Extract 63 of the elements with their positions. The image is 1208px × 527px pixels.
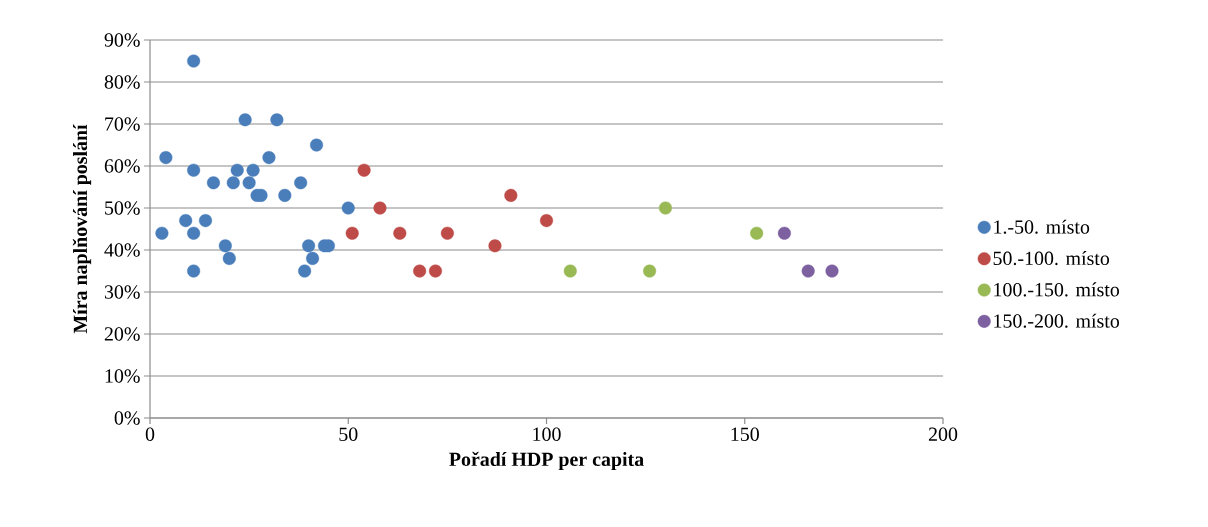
point bbox=[341, 201, 355, 215]
y-tick-label: 60% bbox=[104, 159, 140, 173]
point bbox=[563, 264, 577, 278]
point bbox=[310, 138, 324, 152]
point bbox=[270, 113, 284, 127]
y-tick-label: 20% bbox=[104, 327, 140, 341]
x-tick-label: 0 bbox=[145, 427, 155, 441]
y-tick-label: 30% bbox=[104, 285, 140, 299]
point bbox=[218, 239, 232, 253]
legend-label: 100.-150. místo bbox=[994, 282, 1120, 297]
point bbox=[242, 176, 256, 190]
point bbox=[155, 226, 169, 240]
point bbox=[643, 264, 657, 278]
point bbox=[750, 226, 764, 240]
point bbox=[428, 264, 442, 278]
point bbox=[179, 214, 193, 228]
point bbox=[440, 226, 454, 240]
y-tick-label: 0% bbox=[114, 411, 140, 425]
legend-label: 50.-100. místo bbox=[993, 251, 1110, 266]
point bbox=[187, 264, 201, 278]
x-axis-title: Pořadí HDP per capita bbox=[449, 451, 644, 471]
point bbox=[302, 239, 316, 253]
point bbox=[262, 151, 276, 165]
point bbox=[540, 214, 553, 228]
point bbox=[504, 188, 518, 202]
point bbox=[206, 176, 220, 190]
y-tick-label: 40% bbox=[104, 243, 140, 257]
y-tick-label: 10% bbox=[105, 369, 140, 383]
y-axis-title: Míra naplňování poslání bbox=[72, 124, 92, 334]
point bbox=[373, 201, 387, 215]
point bbox=[658, 201, 672, 215]
x-tick-label: 100 bbox=[533, 427, 561, 441]
point bbox=[488, 239, 502, 253]
point bbox=[801, 264, 815, 278]
point bbox=[222, 251, 236, 265]
point bbox=[393, 226, 407, 240]
point bbox=[278, 188, 292, 202]
y-tick-label: 70% bbox=[105, 117, 140, 131]
y-tick-label: 50% bbox=[105, 201, 140, 215]
point bbox=[294, 176, 308, 190]
point bbox=[187, 226, 201, 240]
point bbox=[226, 176, 240, 190]
point bbox=[187, 54, 201, 68]
point bbox=[159, 151, 173, 165]
point bbox=[187, 163, 201, 177]
y-tick-label: 80% bbox=[104, 75, 140, 89]
x-tick-label: 50 bbox=[339, 427, 358, 441]
point bbox=[199, 214, 213, 228]
point bbox=[345, 226, 359, 240]
point bbox=[825, 264, 839, 278]
x-tick-label: 200 bbox=[928, 427, 958, 441]
point bbox=[413, 264, 427, 278]
point bbox=[777, 226, 791, 240]
x-tick-label: 150 bbox=[731, 427, 759, 441]
point bbox=[238, 113, 252, 127]
point bbox=[306, 251, 320, 265]
legend-label: 150.-200. místo bbox=[994, 313, 1120, 328]
y-tick-label: 90% bbox=[104, 33, 140, 47]
point bbox=[357, 163, 371, 177]
point bbox=[230, 163, 244, 177]
legend-label: 1.-50. místo bbox=[994, 219, 1090, 234]
point bbox=[246, 163, 260, 177]
point bbox=[298, 264, 312, 278]
